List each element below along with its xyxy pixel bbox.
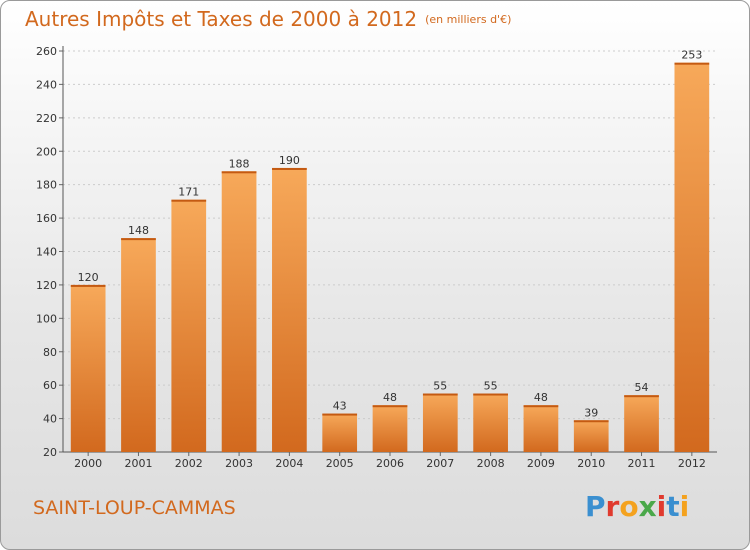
bar	[272, 167, 307, 453]
x-tick-label: 2010	[577, 457, 605, 470]
bar-top-edge	[322, 413, 358, 416]
unit-text: (en milliers d'€)	[425, 13, 512, 26]
bar	[674, 62, 710, 453]
bar	[473, 393, 508, 452]
data-label: 253	[681, 49, 702, 62]
bar-top-edge	[573, 420, 609, 423]
bar	[121, 238, 156, 452]
bar	[171, 199, 207, 452]
y-tick-label: 120	[36, 279, 57, 292]
x-tick-label: 2006	[376, 457, 404, 470]
bar-top-edge	[473, 393, 508, 396]
y-tick-label: 140	[36, 246, 57, 259]
y-tick-label: 220	[36, 112, 57, 125]
title-text: Autres Impôts et Taxes de 2000 à 2012	[25, 7, 418, 31]
bar	[422, 393, 458, 452]
data-label: 48	[383, 391, 397, 404]
data-label: 148	[128, 224, 149, 237]
proxiti-logo: Proxiti	[585, 490, 689, 523]
bar-top-edge	[674, 62, 710, 65]
data-label: 43	[333, 400, 347, 413]
bar	[624, 395, 659, 452]
data-label: 188	[229, 157, 250, 170]
bar-top-edge	[372, 405, 408, 408]
y-tick-label: 40	[43, 413, 57, 426]
logo-letter: r	[605, 490, 620, 523]
bar	[372, 405, 408, 452]
x-tick-label: 2003	[225, 457, 253, 470]
logo-letter: i	[656, 490, 667, 523]
x-tick-label: 2002	[175, 457, 203, 470]
x-tick-label: 2011	[628, 457, 656, 470]
bar-top-edge	[171, 199, 207, 202]
bar	[221, 171, 257, 453]
logo-letter: i	[679, 490, 690, 523]
y-tick-label: 160	[36, 212, 57, 225]
chart-title: Autres Impôts et Taxes de 2000 à 2012 (en…	[25, 7, 511, 31]
data-label: 39	[584, 406, 598, 419]
bar-top-edge	[272, 167, 307, 170]
bar-top-edge	[624, 395, 659, 398]
bar-top-edge	[121, 238, 156, 241]
y-tick-label: 180	[36, 179, 57, 192]
y-tick-label: 200	[36, 145, 57, 158]
y-tick-label: 100	[36, 312, 57, 325]
data-label: 54	[635, 381, 649, 394]
y-tick-label: 240	[36, 78, 57, 91]
logo-letter: P	[585, 490, 606, 523]
logo-letter: x	[638, 490, 657, 523]
data-label: 55	[433, 380, 447, 393]
x-tick-label: 2005	[326, 457, 354, 470]
data-label: 55	[484, 380, 498, 393]
bar	[322, 413, 358, 452]
data-label: 171	[178, 186, 199, 199]
data-label: 120	[78, 271, 99, 284]
x-tick-label: 2009	[527, 457, 555, 470]
bar	[70, 284, 106, 452]
bar-top-edge	[422, 393, 458, 396]
bar-top-edge	[70, 284, 106, 287]
bar	[523, 405, 559, 452]
y-tick-label: 80	[43, 346, 57, 359]
y-tick-label: 60	[43, 379, 57, 392]
x-tick-label: 2004	[275, 457, 303, 470]
data-label: 48	[534, 391, 548, 404]
logo-letter: t	[666, 490, 680, 523]
y-tick-label: 260	[36, 45, 57, 58]
bar-top-edge	[523, 405, 559, 408]
y-tick-label: 20	[43, 446, 57, 459]
town-name: SAINT-LOUP-CAMMAS	[33, 497, 236, 519]
bar-top-edge	[221, 171, 257, 174]
bar	[573, 420, 609, 452]
x-tick-label: 2012	[678, 457, 706, 470]
x-tick-label: 2007	[426, 457, 454, 470]
x-tick-label: 2000	[74, 457, 102, 470]
logo-letter: o	[619, 490, 639, 523]
data-label: 190	[279, 154, 300, 167]
x-tick-label: 2008	[477, 457, 505, 470]
x-tick-label: 2001	[124, 457, 152, 470]
